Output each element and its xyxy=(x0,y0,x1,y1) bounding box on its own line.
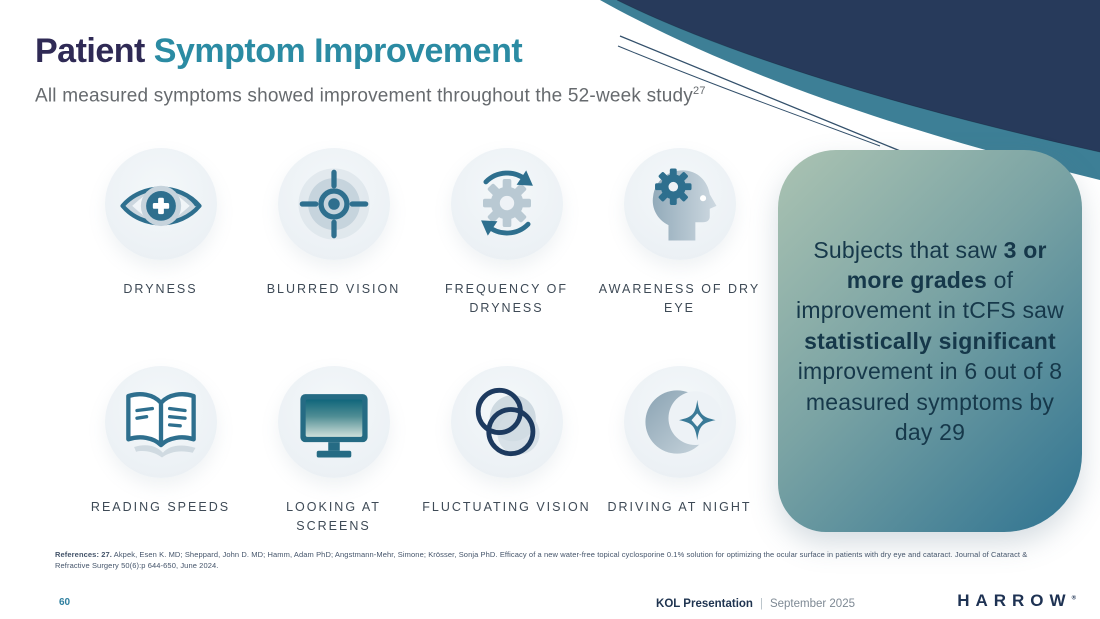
header-swoosh-decoration xyxy=(600,0,1100,180)
symptom-label-driving-at-night: DRIVING AT NIGHT xyxy=(607,500,752,514)
page-number: 60 xyxy=(59,597,71,608)
symptom-cell-blurred-vision: BLURRED VISION xyxy=(248,148,420,366)
symptom-label-dryness: DRYNESS xyxy=(123,282,198,296)
symptom-label-awareness-of-dry-eye: AWARENESS OF DRY EYE xyxy=(598,282,761,315)
symptom-cell-fluctuating-vision: FLUCTUATING VISION xyxy=(421,366,593,584)
symptom-label-blurred-vision: BLURRED VISION xyxy=(266,282,401,296)
harrow-logo: HARROW® xyxy=(957,591,1076,611)
references-text: References: 27. Akpek, Esen K. MD; Shepp… xyxy=(55,549,1030,572)
page-subtitle-text: All measured symptoms showed improvement… xyxy=(35,85,693,107)
symptom-label-frequency-of-dryness: FREQUENCY OF DRYNESS xyxy=(444,282,569,315)
symptom-label-looking-at-screens: LOOKING AT SCREENS xyxy=(286,500,381,533)
footer-separator: | xyxy=(759,598,763,610)
page-title: Patient Symptom Improvement xyxy=(35,32,706,71)
subtitle-reference-superscript: 27 xyxy=(693,85,706,97)
overlapping-circles-icon xyxy=(450,366,563,478)
symptom-cell-frequency-of-dryness: FREQUENCY OF DRYNESS xyxy=(421,148,593,366)
symptom-grid: DRYNESS BLURRED VISION xyxy=(74,148,766,584)
symptom-cell-dryness: DRYNESS xyxy=(75,148,247,366)
page-subtitle: All measured symptoms showed improvement… xyxy=(35,85,706,107)
open-book-icon xyxy=(104,366,217,478)
head-gear-icon xyxy=(623,148,736,260)
harrow-logo-text: HARROW xyxy=(957,591,1072,610)
gear-cycle-icon xyxy=(450,148,563,260)
symptom-cell-looking-at-screens: LOOKING AT SCREENS xyxy=(248,366,420,584)
references-body: Akpek, Esen K. MD; Sheppard, John D. MD;… xyxy=(55,550,1028,571)
moon-star-icon xyxy=(623,366,736,478)
slide-footer: 60 KOL Presentation | September 2025 HARRO… xyxy=(0,583,1100,619)
symptom-label-reading-speeds: READING SPEEDS xyxy=(90,500,231,514)
symptom-cell-reading-speeds: READING SPEEDS xyxy=(75,366,247,584)
presentation-name: KOL Presentation xyxy=(656,598,753,610)
slide-header: Patient Symptom Improvement All measured… xyxy=(35,32,706,107)
references-label: References: 27. xyxy=(55,550,112,559)
symptom-cell-driving-at-night: DRIVING AT NIGHT xyxy=(594,366,766,584)
page-title-part1: Patient xyxy=(35,32,145,70)
harrow-logo-mark: ® xyxy=(1071,595,1076,602)
symptom-cell-awareness-of-dry-eye: AWARENESS OF DRY EYE xyxy=(594,148,766,366)
page-title-part2: Symptom Improvement xyxy=(144,32,523,70)
callout-text: Subjects that saw 3 or more grades of im… xyxy=(796,236,1064,445)
footer-date: September 2025 xyxy=(769,598,855,610)
eye-plus-icon xyxy=(104,148,217,260)
callout-panel: Subjects that saw 3 or more grades of im… xyxy=(778,150,1082,532)
symptom-label-fluctuating-vision: FLUCTUATING VISION xyxy=(422,500,591,514)
target-icon xyxy=(277,148,390,260)
monitor-icon xyxy=(277,366,390,478)
footer-meta: KOL Presentation | September 2025 xyxy=(656,598,855,610)
